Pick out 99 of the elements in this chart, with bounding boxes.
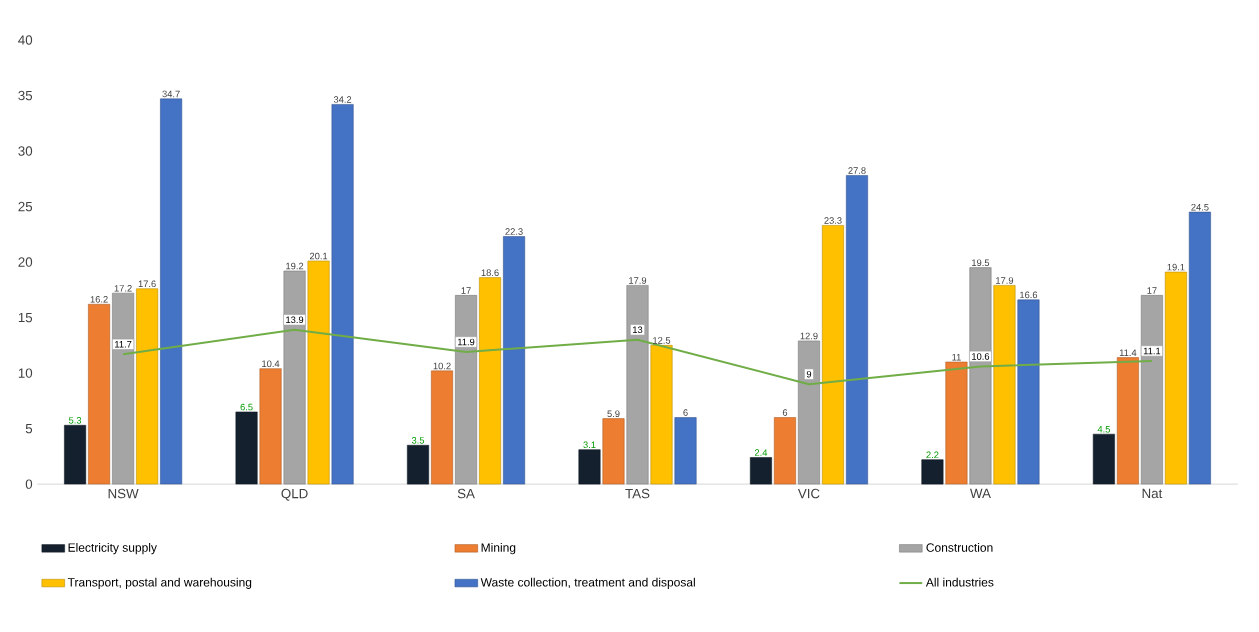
- data-label: 5.9: [607, 410, 620, 417]
- y-tick-label: 40: [18, 35, 33, 45]
- bar: [259, 368, 282, 485]
- data-label: 13.9: [286, 316, 304, 323]
- x-tick-label: NSW: [108, 488, 139, 499]
- bar: [455, 295, 478, 485]
- bar: [1188, 211, 1211, 485]
- y-tick-label: 20: [18, 257, 33, 267]
- data-label: 13: [633, 326, 643, 333]
- data-label: 5.3: [68, 417, 82, 424]
- y-tick-label: 5: [25, 423, 33, 434]
- data-label: 6: [683, 409, 688, 416]
- data-label: 22.3: [505, 228, 523, 235]
- bar: [749, 457, 772, 485]
- y-tick-label: 35: [18, 90, 33, 101]
- bar: [431, 370, 454, 485]
- bar: [1164, 271, 1187, 485]
- data-label: 4.5: [1097, 425, 1110, 433]
- data-label: 2.4: [754, 449, 768, 456]
- x-tick-label: Nat: [1142, 488, 1163, 499]
- bar: [773, 417, 796, 485]
- data-label: 11: [952, 353, 961, 361]
- data-label: 6: [782, 409, 788, 416]
- bar: [797, 340, 820, 485]
- data-label: 17: [1147, 287, 1157, 294]
- bar: [479, 277, 502, 485]
- bar: [1116, 357, 1139, 485]
- legend-label: Mining: [481, 542, 516, 555]
- bar: [160, 98, 183, 485]
- data-label: 16.6: [1020, 291, 1038, 299]
- bar: [650, 344, 673, 485]
- bar: [307, 260, 330, 485]
- x-tick-label: QLD: [281, 488, 308, 501]
- bar: [283, 270, 306, 485]
- data-label: 17.6: [138, 280, 156, 288]
- data-label: 17.2: [114, 284, 132, 292]
- data-label: 10.6: [972, 353, 990, 360]
- data-label: 19.2: [286, 262, 304, 270]
- y-tick-label: 30: [18, 146, 33, 156]
- data-label: 11.7: [115, 341, 132, 348]
- bar: [969, 267, 992, 485]
- bar: [407, 444, 430, 485]
- bar: [846, 175, 868, 485]
- bar: [503, 236, 526, 485]
- y-tick-label: 25: [18, 201, 33, 212]
- data-label: 34.2: [333, 96, 352, 103]
- data-label: 18.6: [481, 269, 499, 276]
- legend-label: All industries: [925, 577, 994, 587]
- data-label: 11.4: [1119, 349, 1137, 356]
- data-label: 34.7: [162, 90, 180, 98]
- bar: [88, 303, 111, 485]
- data-label: 6.5: [240, 403, 253, 411]
- y-tick-label: 15: [18, 312, 33, 323]
- data-label: 17.9: [996, 277, 1014, 284]
- y-tick-label: 0: [25, 479, 33, 489]
- x-tick-label: WA: [970, 488, 991, 498]
- data-label: 12.9: [800, 332, 818, 340]
- x-tick-label: VIC: [797, 488, 820, 499]
- bar: [331, 104, 354, 485]
- bar: [993, 285, 1016, 485]
- data-label: 17.9: [629, 277, 647, 284]
- x-tick-label: SA: [457, 488, 475, 499]
- data-label: 3.5: [411, 436, 425, 444]
- data-label: 20.1: [309, 252, 328, 260]
- data-label: 24.5: [1191, 203, 1209, 211]
- data-label: 17: [461, 287, 471, 294]
- bar: [1092, 433, 1115, 485]
- bar: [626, 285, 649, 485]
- bar: [578, 449, 601, 485]
- data-label: 11.1: [1143, 347, 1161, 355]
- x-tick-label: TAS: [625, 488, 650, 499]
- legend-label: Electricity supply: [68, 542, 157, 555]
- data-label: 11.9: [458, 338, 475, 346]
- legend-label: Construction: [926, 542, 993, 552]
- data-label: 10.2: [433, 362, 451, 370]
- bar: [136, 288, 159, 485]
- legend-label: Transport, postal and warehousing: [67, 577, 252, 589]
- legend-label: Waste collection, treatment and disposal: [480, 577, 695, 589]
- data-label: 19.1: [1167, 263, 1185, 271]
- bar: [1017, 299, 1040, 485]
- data-label: 3.1: [583, 441, 596, 449]
- bar: [64, 424, 87, 485]
- data-label: 12.5: [653, 337, 671, 344]
- bar: [921, 459, 944, 485]
- data-label: 2.2: [926, 451, 939, 459]
- data-label: 23.3: [824, 217, 842, 224]
- data-label: 27.8: [848, 167, 866, 174]
- bar: [235, 411, 258, 485]
- y-tick-label: 10: [18, 368, 33, 378]
- data-label: 10.4: [262, 360, 280, 367]
- data-label: 9: [806, 370, 812, 378]
- bar: [112, 292, 135, 485]
- bar: [674, 417, 697, 485]
- bar: [822, 225, 844, 485]
- data-label: 19.5: [972, 259, 990, 266]
- data-label: 16.2: [90, 295, 108, 303]
- bar: [945, 361, 968, 485]
- bar: [1140, 295, 1163, 485]
- bar: [602, 418, 625, 485]
